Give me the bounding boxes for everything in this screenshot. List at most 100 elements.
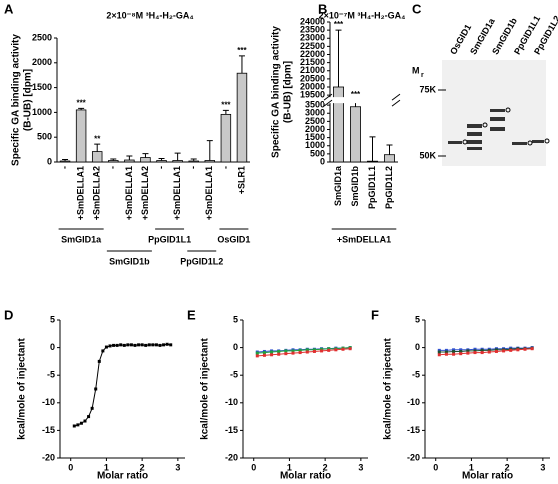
x-tick-label: -	[108, 166, 118, 169]
point	[262, 353, 266, 357]
point	[108, 344, 112, 348]
bar	[188, 160, 199, 163]
x-tick-label: PpGID1L1	[367, 166, 377, 209]
point	[327, 347, 331, 351]
point	[466, 351, 470, 355]
significance-label: ***	[351, 90, 361, 99]
significance-label: **	[94, 134, 101, 143]
group-label: SmGID1a	[61, 234, 102, 244]
point	[487, 348, 491, 352]
mr-label: M	[412, 65, 420, 75]
panel-letter: C	[412, 1, 422, 16]
band	[490, 127, 505, 131]
point	[76, 423, 80, 427]
point	[79, 421, 83, 425]
band	[490, 109, 505, 112]
y-tick-label: 5	[50, 314, 55, 324]
error-bar	[62, 159, 69, 162]
y-axis-label: Specific GA binding activity	[11, 34, 22, 166]
point	[129, 343, 133, 347]
x-tick-label: 3	[358, 462, 363, 472]
point	[270, 350, 274, 354]
x-tick-label: 0	[68, 462, 73, 472]
error-bar	[222, 109, 229, 115]
error-bar	[78, 107, 85, 110]
point	[133, 343, 137, 347]
y-tick-label: 2500	[32, 32, 52, 42]
y-tick-label: -15	[42, 425, 55, 435]
point	[291, 349, 295, 353]
x-tick-label: 2	[505, 462, 510, 472]
x-tick-label: SmGID1a	[333, 165, 343, 206]
point	[516, 348, 520, 352]
point	[277, 349, 281, 353]
group-label: SmGID1b	[109, 256, 150, 266]
x-tick-label: +SmDELLA1	[204, 166, 214, 220]
x-axis-label: Molar ratio	[280, 471, 331, 482]
y-tick-label: 24000	[300, 16, 325, 26]
point	[452, 348, 456, 352]
y-tick-label: 1000	[305, 140, 325, 150]
y-tick-label: 19500	[300, 90, 325, 100]
bar	[108, 160, 119, 163]
gel	[442, 60, 546, 166]
point	[147, 343, 151, 347]
band-marker	[527, 140, 533, 146]
y-tick-label: 21500	[300, 57, 325, 67]
group-label: PpGID1L2	[180, 256, 223, 266]
x-axis-label: Molar ratio	[462, 471, 513, 482]
point	[341, 347, 345, 351]
point	[255, 354, 259, 358]
point	[284, 352, 288, 356]
chart-title: 2×10⁻⁸M ³H₄-H₂-GA₄	[106, 10, 193, 20]
point	[291, 351, 295, 355]
x-tick-label: 1	[469, 462, 474, 472]
y-tick-label: -5	[47, 370, 55, 380]
point	[270, 353, 274, 357]
group-label: OsGID1	[217, 234, 250, 244]
band	[448, 141, 462, 144]
y-axis-label: kcal/mole of injectant	[200, 337, 211, 439]
x-tick-label: -	[156, 166, 166, 169]
point	[320, 347, 324, 351]
error-bar	[158, 158, 165, 161]
point	[437, 353, 441, 357]
y-tick-label: 20000	[300, 81, 325, 91]
y-axis-label: kcal/mole of injectant	[17, 337, 28, 439]
y-tick-label: 0	[50, 342, 55, 352]
point	[466, 349, 470, 353]
point	[94, 387, 98, 391]
error-bar	[126, 155, 133, 161]
x-tick-label: +SmDELLA2	[92, 166, 102, 220]
error-bar	[142, 153, 149, 158]
y-tick-label: 23000	[300, 33, 325, 43]
panel-letter: E	[187, 307, 196, 322]
point	[90, 406, 94, 410]
x-tick-label: 0	[251, 462, 256, 472]
band-marker	[462, 139, 468, 145]
band	[467, 124, 482, 128]
point	[459, 352, 463, 356]
chart-title: 2×10⁻⁷M ³H₄-H₂-GA₄	[319, 10, 406, 20]
y-tick-label: 1500	[32, 82, 52, 92]
bar	[124, 159, 135, 163]
marker-label: 50K	[419, 150, 436, 160]
y-axis-label: kcal/mole of injectant	[383, 337, 394, 439]
point	[97, 359, 101, 363]
point	[509, 348, 513, 352]
y-tick-label: -20	[407, 452, 420, 462]
point	[83, 419, 87, 423]
significance-label: ***	[237, 46, 247, 55]
y-tick-label: -15	[225, 425, 238, 435]
point	[452, 349, 456, 353]
break-mark	[391, 93, 401, 107]
point	[473, 347, 477, 351]
error-bar	[190, 158, 197, 162]
band	[467, 147, 482, 150]
band	[467, 140, 482, 144]
y-tick-label: 0	[415, 342, 420, 352]
bar	[75, 109, 87, 163]
point	[87, 415, 91, 419]
y-tick-label: -10	[407, 397, 420, 407]
